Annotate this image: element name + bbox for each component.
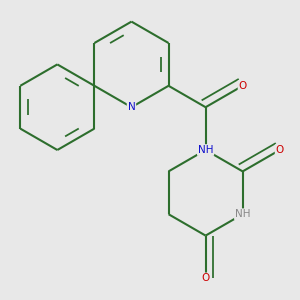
Text: O: O bbox=[276, 145, 284, 155]
Text: O: O bbox=[238, 81, 247, 91]
Text: NH: NH bbox=[235, 209, 250, 219]
Text: O: O bbox=[202, 273, 210, 284]
Text: NH: NH bbox=[198, 145, 213, 155]
Text: N: N bbox=[128, 102, 135, 112]
